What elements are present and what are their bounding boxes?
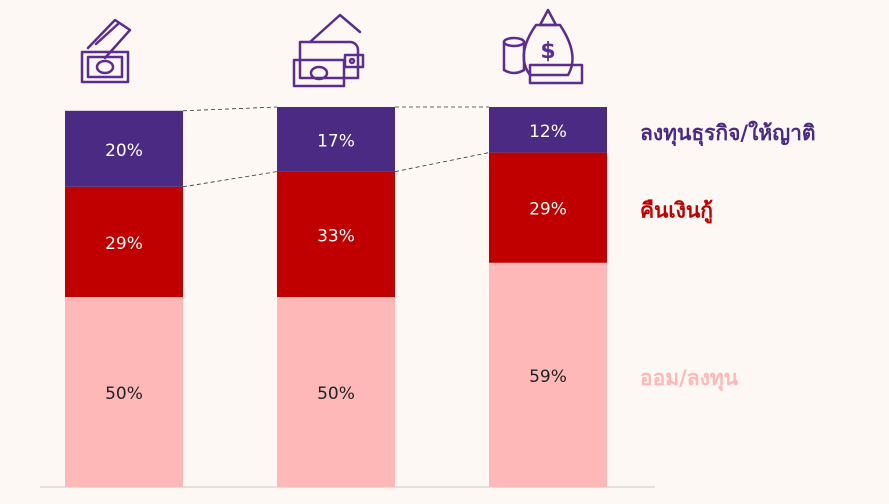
connector: [182, 106, 278, 112]
connector: [182, 171, 278, 188]
bar-segment: [65, 186, 183, 297]
bar-segment: [277, 297, 395, 487]
bar-segment: [489, 152, 607, 263]
bar-segment: [489, 107, 607, 153]
bar-segment: [65, 110, 183, 187]
value-label: 20%: [105, 141, 143, 161]
bar-segment: [277, 171, 395, 297]
bar-segment: [277, 107, 395, 172]
value-label: 29%: [105, 234, 143, 254]
value-label: 50%: [105, 384, 143, 404]
value-label: 33%: [317, 226, 355, 246]
icon-money: [80, 18, 132, 84]
legend-label: ออม/ลงทุน: [640, 366, 739, 392]
legend-label: คืนเงินกู้: [640, 199, 713, 225]
connector: [394, 152, 490, 172]
value-label: 50%: [317, 384, 355, 404]
value-label: 59%: [529, 367, 567, 387]
bar-segment: [489, 262, 607, 487]
value-label: 17%: [317, 131, 355, 151]
bar-segment: [65, 297, 183, 487]
value-label: 29%: [529, 200, 567, 220]
icon-moneybag: $: [502, 8, 584, 85]
legend-label: ลงทุนธุรกิจ/ให้ญาติ: [640, 120, 816, 147]
value-label: 12%: [529, 122, 567, 142]
svg-text:$: $: [540, 39, 555, 64]
icon-wallet: [292, 13, 365, 88]
